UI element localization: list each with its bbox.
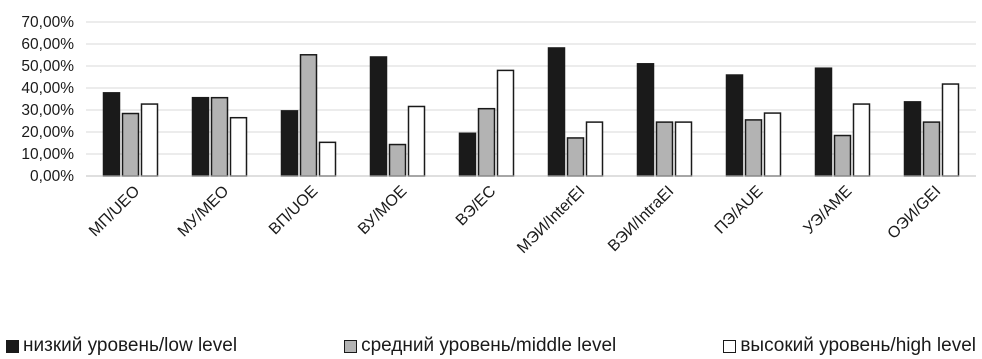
legend-item-low: низкий уровень/low level bbox=[6, 335, 237, 357]
y-tick-label: 70,00% bbox=[21, 14, 74, 31]
legend-swatch-high bbox=[723, 339, 737, 353]
bar bbox=[814, 67, 833, 177]
legend-swatch-low bbox=[6, 339, 19, 353]
bar bbox=[477, 107, 496, 177]
bar bbox=[121, 112, 140, 177]
x-tick-label: ВУ/MOE bbox=[355, 183, 410, 238]
bar bbox=[318, 141, 337, 177]
bar bbox=[388, 143, 407, 177]
y-tick-label: 30,00% bbox=[21, 102, 74, 119]
x-tick-label: ВЭИ/IntraEI bbox=[605, 183, 677, 255]
y-axis-tick-labels: 0,00% 10,00% 20,00% 30,00% 40,00% 50,00% 60,00… bbox=[21, 14, 74, 185]
y-tick-label: 60,00% bbox=[21, 36, 74, 53]
y-tick-label: 50,00% bbox=[21, 58, 74, 75]
bar bbox=[763, 112, 782, 177]
bar bbox=[191, 96, 210, 177]
bar bbox=[655, 121, 674, 177]
bar bbox=[407, 105, 426, 177]
bar bbox=[725, 74, 744, 177]
x-tick-label: ПЭ/AUE bbox=[712, 183, 767, 238]
bar bbox=[566, 137, 585, 177]
bar bbox=[210, 96, 229, 177]
bar bbox=[903, 101, 922, 177]
bars bbox=[102, 47, 960, 177]
bar bbox=[229, 116, 248, 177]
bar bbox=[547, 47, 566, 177]
bar bbox=[280, 110, 299, 177]
legend-label-middle: средний уровень/middle level bbox=[361, 335, 617, 356]
legend-label-low: низкий уровень/low level bbox=[23, 335, 238, 356]
x-tick-label: ОЭИ/GEI bbox=[885, 183, 945, 243]
bar bbox=[585, 121, 604, 177]
y-tick-label: 20,00% bbox=[21, 124, 74, 141]
legend-item-high: высокий уровень/high level bbox=[723, 335, 976, 357]
bar bbox=[369, 56, 388, 177]
bar bbox=[458, 132, 477, 177]
legend-item-middle: средний уровень/middle level bbox=[344, 335, 616, 357]
bar bbox=[140, 103, 159, 177]
x-tick-label: ВЭ/EC bbox=[453, 183, 500, 230]
legend-swatch-middle bbox=[344, 339, 358, 353]
x-tick-label: ВП/UOE bbox=[266, 183, 321, 238]
x-tick-label: МП/UEO bbox=[86, 183, 143, 240]
x-tick-label: МУ/MEO bbox=[175, 183, 233, 241]
bar bbox=[299, 54, 318, 177]
bar bbox=[744, 119, 763, 177]
bar bbox=[102, 92, 121, 177]
bar bbox=[496, 69, 515, 177]
bar bbox=[941, 83, 960, 177]
y-tick-label: 0,00% bbox=[30, 168, 74, 185]
x-tick-label: МЭИ/InterEI bbox=[514, 183, 588, 257]
legend: низкий уровень/low level средний уровень… bbox=[0, 334, 982, 358]
y-tick-label: 10,00% bbox=[21, 146, 74, 163]
legend-label-high: высокий уровень/high level bbox=[740, 335, 976, 356]
bar bbox=[922, 121, 941, 177]
bar bbox=[833, 134, 852, 177]
y-tick-label: 40,00% bbox=[21, 80, 74, 97]
bar bbox=[674, 121, 693, 177]
x-tick-label: УЭ/AME bbox=[801, 183, 856, 238]
bar bbox=[852, 103, 871, 177]
bar-chart: 0,00% 10,00% 20,00% 30,00% 40,00% 50,00% 60,00… bbox=[21, 14, 976, 257]
bar bbox=[636, 63, 655, 177]
x-axis-category-labels: МП/UEO МУ/MEO ВП/UOE ВУ/MOE ВЭ/EC МЭИ/InterEI… bbox=[86, 183, 944, 257]
